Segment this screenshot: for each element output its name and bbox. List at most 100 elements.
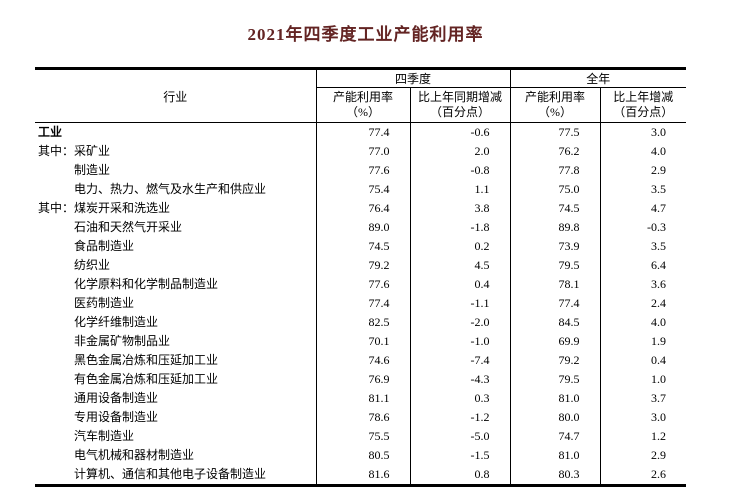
- fullyear-utilization-cell: 69.9: [509, 332, 601, 351]
- table-row: 纺织业 79.2 4.5 79.5 6.4: [35, 256, 687, 275]
- industry-name: 专用设备制造业: [74, 410, 159, 424]
- q4-utilization-cell: 76.9: [315, 370, 410, 389]
- fullyear-change-cell: 4.0: [599, 313, 687, 332]
- table-row: 专用设备制造业 78.6 -1.2 80.0 3.0: [35, 408, 687, 427]
- header-sub-row: 产能利用率 （%） 比上年同期增减 （百分点） 产能利用率 （%） 比上年增减 …: [35, 87, 687, 123]
- industry-name: 制造业: [74, 163, 111, 177]
- capacity-utilization-table: 行业 四季度 全年 产能利用率 （%） 比上年同期增减 （百分点） 产能利用率 …: [35, 67, 687, 487]
- table-row: 化学原料和化学制品制造业 77.6 0.4 78.1 3.6: [35, 275, 687, 294]
- header-line1: 产能利用率: [332, 90, 393, 104]
- q4-utilization-cell: 75.4: [315, 180, 410, 199]
- q4-utilization-cell: 80.5: [315, 446, 410, 465]
- industry-name: 有色金属冶炼和压延加工业: [74, 372, 219, 386]
- header-group-row: 行业 四季度 全年: [35, 68, 687, 123]
- q4-change-cell: -2.0: [409, 313, 511, 332]
- industry-cell: 纺织业: [35, 256, 316, 275]
- industry-name: 石油和天然气开采业: [74, 220, 183, 234]
- q4-change-cell: 0.2: [409, 237, 511, 256]
- fullyear-utilization-cell: 79.5: [509, 256, 601, 275]
- industry-name: 纺织业: [74, 258, 111, 272]
- page-title: 2021年四季度工业产能利用率: [247, 25, 484, 44]
- q4-change-cell: 0.3: [409, 389, 511, 408]
- q4-change-cell: -1.0: [409, 332, 511, 351]
- industry-cell: 其中：煤炭开采和洗选业: [35, 199, 316, 218]
- industry-cell: 有色金属冶炼和压延加工业: [35, 370, 316, 389]
- fullyear-change-cell: 2.9: [599, 161, 687, 180]
- fullyear-utilization-cell: 84.5: [509, 313, 601, 332]
- industry-name: 计算机、通信和其他电子设备制造业: [74, 467, 267, 481]
- header-line1: 比上年同期增减: [418, 90, 503, 104]
- table-row: 其中：采矿业 77.0 2.0 76.2 4.0: [35, 142, 687, 161]
- table-row: 有色金属冶炼和压延加工业 76.9 -4.3 79.5 1.0: [35, 370, 687, 389]
- fullyear-utilization-cell: 74.7: [509, 427, 601, 446]
- table-row: 通用设备制造业 81.1 0.3 81.0 3.7: [35, 389, 687, 408]
- q4-utilization-cell: 77.4: [315, 122, 410, 142]
- table-body: 工业 77.4 -0.6 77.5 3.0 其中：采矿业 77.0 2.0 76…: [35, 122, 687, 486]
- q4-change-cell: 0.4: [409, 275, 511, 294]
- header-line2: （百分点）: [430, 105, 491, 119]
- q4-change-cell: -5.0: [409, 427, 511, 446]
- industry-name: 电力、热力、燃气及水生产和供应业: [74, 182, 267, 196]
- industry-cell: 化学原料和化学制品制造业: [35, 275, 316, 294]
- header-industry: 行业: [35, 68, 316, 123]
- q4-change-cell: -7.4: [409, 351, 511, 370]
- q4-utilization-cell: 81.6: [315, 465, 410, 486]
- fullyear-utilization-cell: 89.8: [509, 218, 601, 237]
- fullyear-utilization-cell: 77.8: [509, 161, 601, 180]
- fullyear-utilization-cell: 77.5: [509, 122, 601, 142]
- fullyear-change-cell: 4.0: [599, 142, 687, 161]
- industry-name: 煤炭开采和洗选业: [74, 201, 171, 215]
- fullyear-utilization-cell: 76.2: [509, 142, 601, 161]
- industry-cell: 专用设备制造业: [35, 408, 316, 427]
- industry-cell: 其中：采矿业: [35, 142, 316, 161]
- industry-cell: 黑色金属冶炼和压延加工业: [35, 351, 316, 370]
- fullyear-change-cell: 3.5: [599, 237, 687, 256]
- fullyear-utilization-cell: 73.9: [509, 237, 601, 256]
- q4-change-cell: 4.5: [409, 256, 511, 275]
- q4-change-cell: 3.8: [409, 199, 511, 218]
- industry-cell: 电气机械和器材制造业: [35, 446, 316, 465]
- industry-name: 非金属矿物制品业: [74, 334, 171, 348]
- industry-prefix: 其中：: [38, 144, 75, 158]
- fullyear-utilization-cell: 74.5: [509, 199, 601, 218]
- fullyear-utilization-cell: 79.2: [509, 351, 601, 370]
- header-group-q4: 四季度: [315, 68, 511, 88]
- header-line2: （百分点）: [613, 105, 674, 119]
- table-row: 工业 77.4 -0.6 77.5 3.0: [35, 122, 687, 143]
- table-row: 医药制造业 77.4 -1.1 77.4 2.4: [35, 294, 687, 313]
- header-group-fullyear: 全年: [509, 68, 687, 88]
- q4-utilization-cell: 70.1: [315, 332, 410, 351]
- industry-cell: 汽车制造业: [35, 427, 316, 446]
- q4-change-cell: -1.5: [409, 446, 511, 465]
- q4-change-cell: -1.2: [409, 408, 511, 427]
- q4-utilization-cell: 75.5: [315, 427, 410, 446]
- header-fullyear-utilization: 产能利用率 （%）: [509, 87, 601, 123]
- industry-cell: 计算机、通信和其他电子设备制造业: [35, 465, 316, 486]
- fullyear-change-cell: 0.4: [599, 351, 687, 370]
- header-line1: 比上年增减: [613, 90, 674, 104]
- fullyear-utilization-cell: 80.0: [509, 408, 601, 427]
- industry-name: 电气机械和器材制造业: [74, 448, 195, 462]
- industry-name: 化学原料和化学制品制造业: [74, 277, 219, 291]
- header-q4-utilization: 产能利用率 （%）: [315, 87, 410, 123]
- industry-cell: 工业: [35, 123, 316, 143]
- fullyear-utilization-cell: 79.5: [509, 370, 601, 389]
- header-line2: （%）: [346, 105, 380, 119]
- industry-name: 食品制造业: [74, 239, 135, 253]
- fullyear-utilization-cell: 78.1: [509, 275, 601, 294]
- industry-cell: 化学纤维制造业: [35, 313, 316, 332]
- fullyear-utilization-cell: 80.3: [509, 465, 601, 486]
- industry-cell: 通用设备制造业: [35, 389, 316, 408]
- fullyear-utilization-cell: 75.0: [509, 180, 601, 199]
- q4-change-cell: 2.0: [409, 142, 511, 161]
- fullyear-utilization-cell: 81.0: [509, 389, 601, 408]
- q4-utilization-cell: 77.6: [315, 275, 410, 294]
- q4-utilization-cell: 79.2: [315, 256, 410, 275]
- q4-change-cell: 1.1: [409, 180, 511, 199]
- table-row: 非金属矿物制品业 70.1 -1.0 69.9 1.9: [35, 332, 687, 351]
- header-line1: 产能利用率: [525, 90, 586, 104]
- q4-utilization-cell: 76.4: [315, 199, 410, 218]
- fullyear-change-cell: 1.2: [599, 427, 687, 446]
- table-row: 汽车制造业 75.5 -5.0 74.7 1.2: [35, 427, 687, 446]
- industry-name: 化学纤维制造业: [74, 315, 159, 329]
